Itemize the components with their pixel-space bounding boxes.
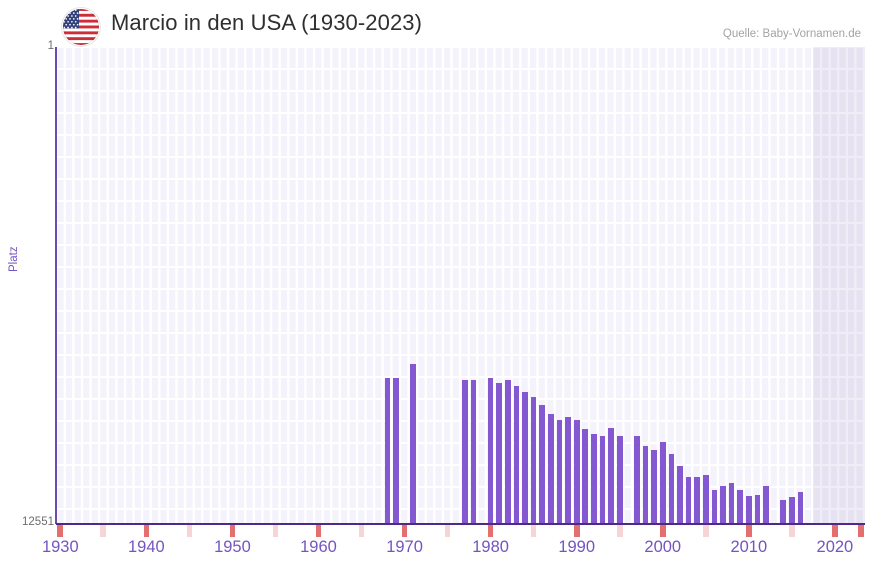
plot-area (56, 47, 865, 524)
x-axis-tick-label: 1950 (214, 538, 251, 556)
y-axis-line (55, 47, 57, 524)
x-tick-minor (616, 525, 623, 537)
x-axis-tick-label: 2020 (816, 538, 854, 556)
us-flag-icon (62, 8, 100, 46)
chart-header: Marcio in den USA (1930-2023) Quelle: Ba… (0, 0, 873, 46)
bar (711, 489, 718, 524)
bar (608, 428, 614, 524)
bar (410, 363, 416, 524)
bar (487, 377, 494, 524)
x-tick-major (143, 525, 150, 537)
bar (737, 489, 744, 524)
x-tick-minor (530, 525, 537, 537)
bar (763, 486, 769, 524)
bar (504, 379, 511, 524)
bar (720, 486, 726, 524)
x-tick-minor (186, 525, 193, 537)
bar (513, 385, 520, 524)
x-axis-tick-label: 1990 (558, 538, 596, 556)
bar (461, 379, 468, 524)
y-axis-max-label: 1 (47, 40, 54, 52)
y-axis-title: Platz (8, 246, 20, 272)
bar (651, 450, 657, 524)
bar (384, 377, 391, 524)
x-axis-line (56, 523, 865, 525)
bar (539, 404, 546, 524)
x-axis-tick-marks (56, 525, 865, 537)
x-tick-minor (789, 525, 795, 537)
x-tick-minor (702, 525, 709, 537)
x-tick-major (229, 525, 236, 537)
x-axis-tick-label: 1940 (128, 538, 165, 556)
x-tick-major (487, 525, 494, 537)
bar (797, 492, 804, 524)
bar (616, 435, 623, 524)
bar (642, 445, 649, 524)
x-tick-minor (358, 525, 365, 537)
x-axis-tick-label: 1980 (472, 538, 509, 556)
x-tick-major (573, 525, 580, 537)
x-tick-minor (272, 525, 279, 537)
bar (582, 428, 589, 524)
x-tick-major (401, 525, 408, 537)
bar (789, 497, 795, 524)
source-credit: Quelle: Baby-Vornamen.de (722, 28, 861, 40)
x-tick-minor (444, 525, 451, 537)
bar (573, 419, 580, 524)
bar (677, 466, 683, 524)
bar (565, 416, 571, 524)
x-axis-labels: 1930 1940 1950 1960 1970 1980 1990 2000 2010 2020 (0, 538, 873, 562)
x-axis-tick-label: 2010 (730, 538, 768, 556)
bar (556, 419, 563, 524)
x-tick-major (57, 525, 64, 537)
bar (745, 495, 752, 524)
bar (522, 391, 528, 524)
bar (470, 379, 477, 524)
bar (548, 414, 554, 524)
bar (659, 441, 666, 524)
x-axis-tick-label: 1930 (41, 538, 79, 556)
bar-series (56, 47, 865, 524)
bar (702, 474, 709, 524)
x-tick-major (745, 525, 752, 537)
x-tick-major (659, 525, 666, 537)
bar (780, 500, 787, 524)
x-axis-tick-label: 1960 (300, 538, 337, 556)
x-tick-major (315, 525, 322, 537)
bar (754, 494, 761, 524)
bar (496, 382, 503, 524)
x-tick-minor (100, 525, 107, 537)
x-axis-tick-label: 2000 (644, 538, 682, 556)
bar (634, 435, 640, 524)
bar (393, 377, 399, 524)
x-tick-major (857, 525, 864, 537)
y-axis-min-label: 12551 (22, 516, 54, 528)
bar (591, 434, 597, 524)
bar (728, 482, 735, 524)
grid-lines (56, 47, 865, 524)
bar (599, 436, 606, 524)
bar (685, 477, 692, 524)
page-title: Marcio in den USA (1930-2023) (111, 10, 423, 35)
bar (530, 397, 537, 524)
x-tick-major (832, 525, 838, 537)
bar (668, 453, 675, 524)
x-axis-tick-label: 1970 (386, 538, 423, 556)
bar (694, 476, 700, 524)
